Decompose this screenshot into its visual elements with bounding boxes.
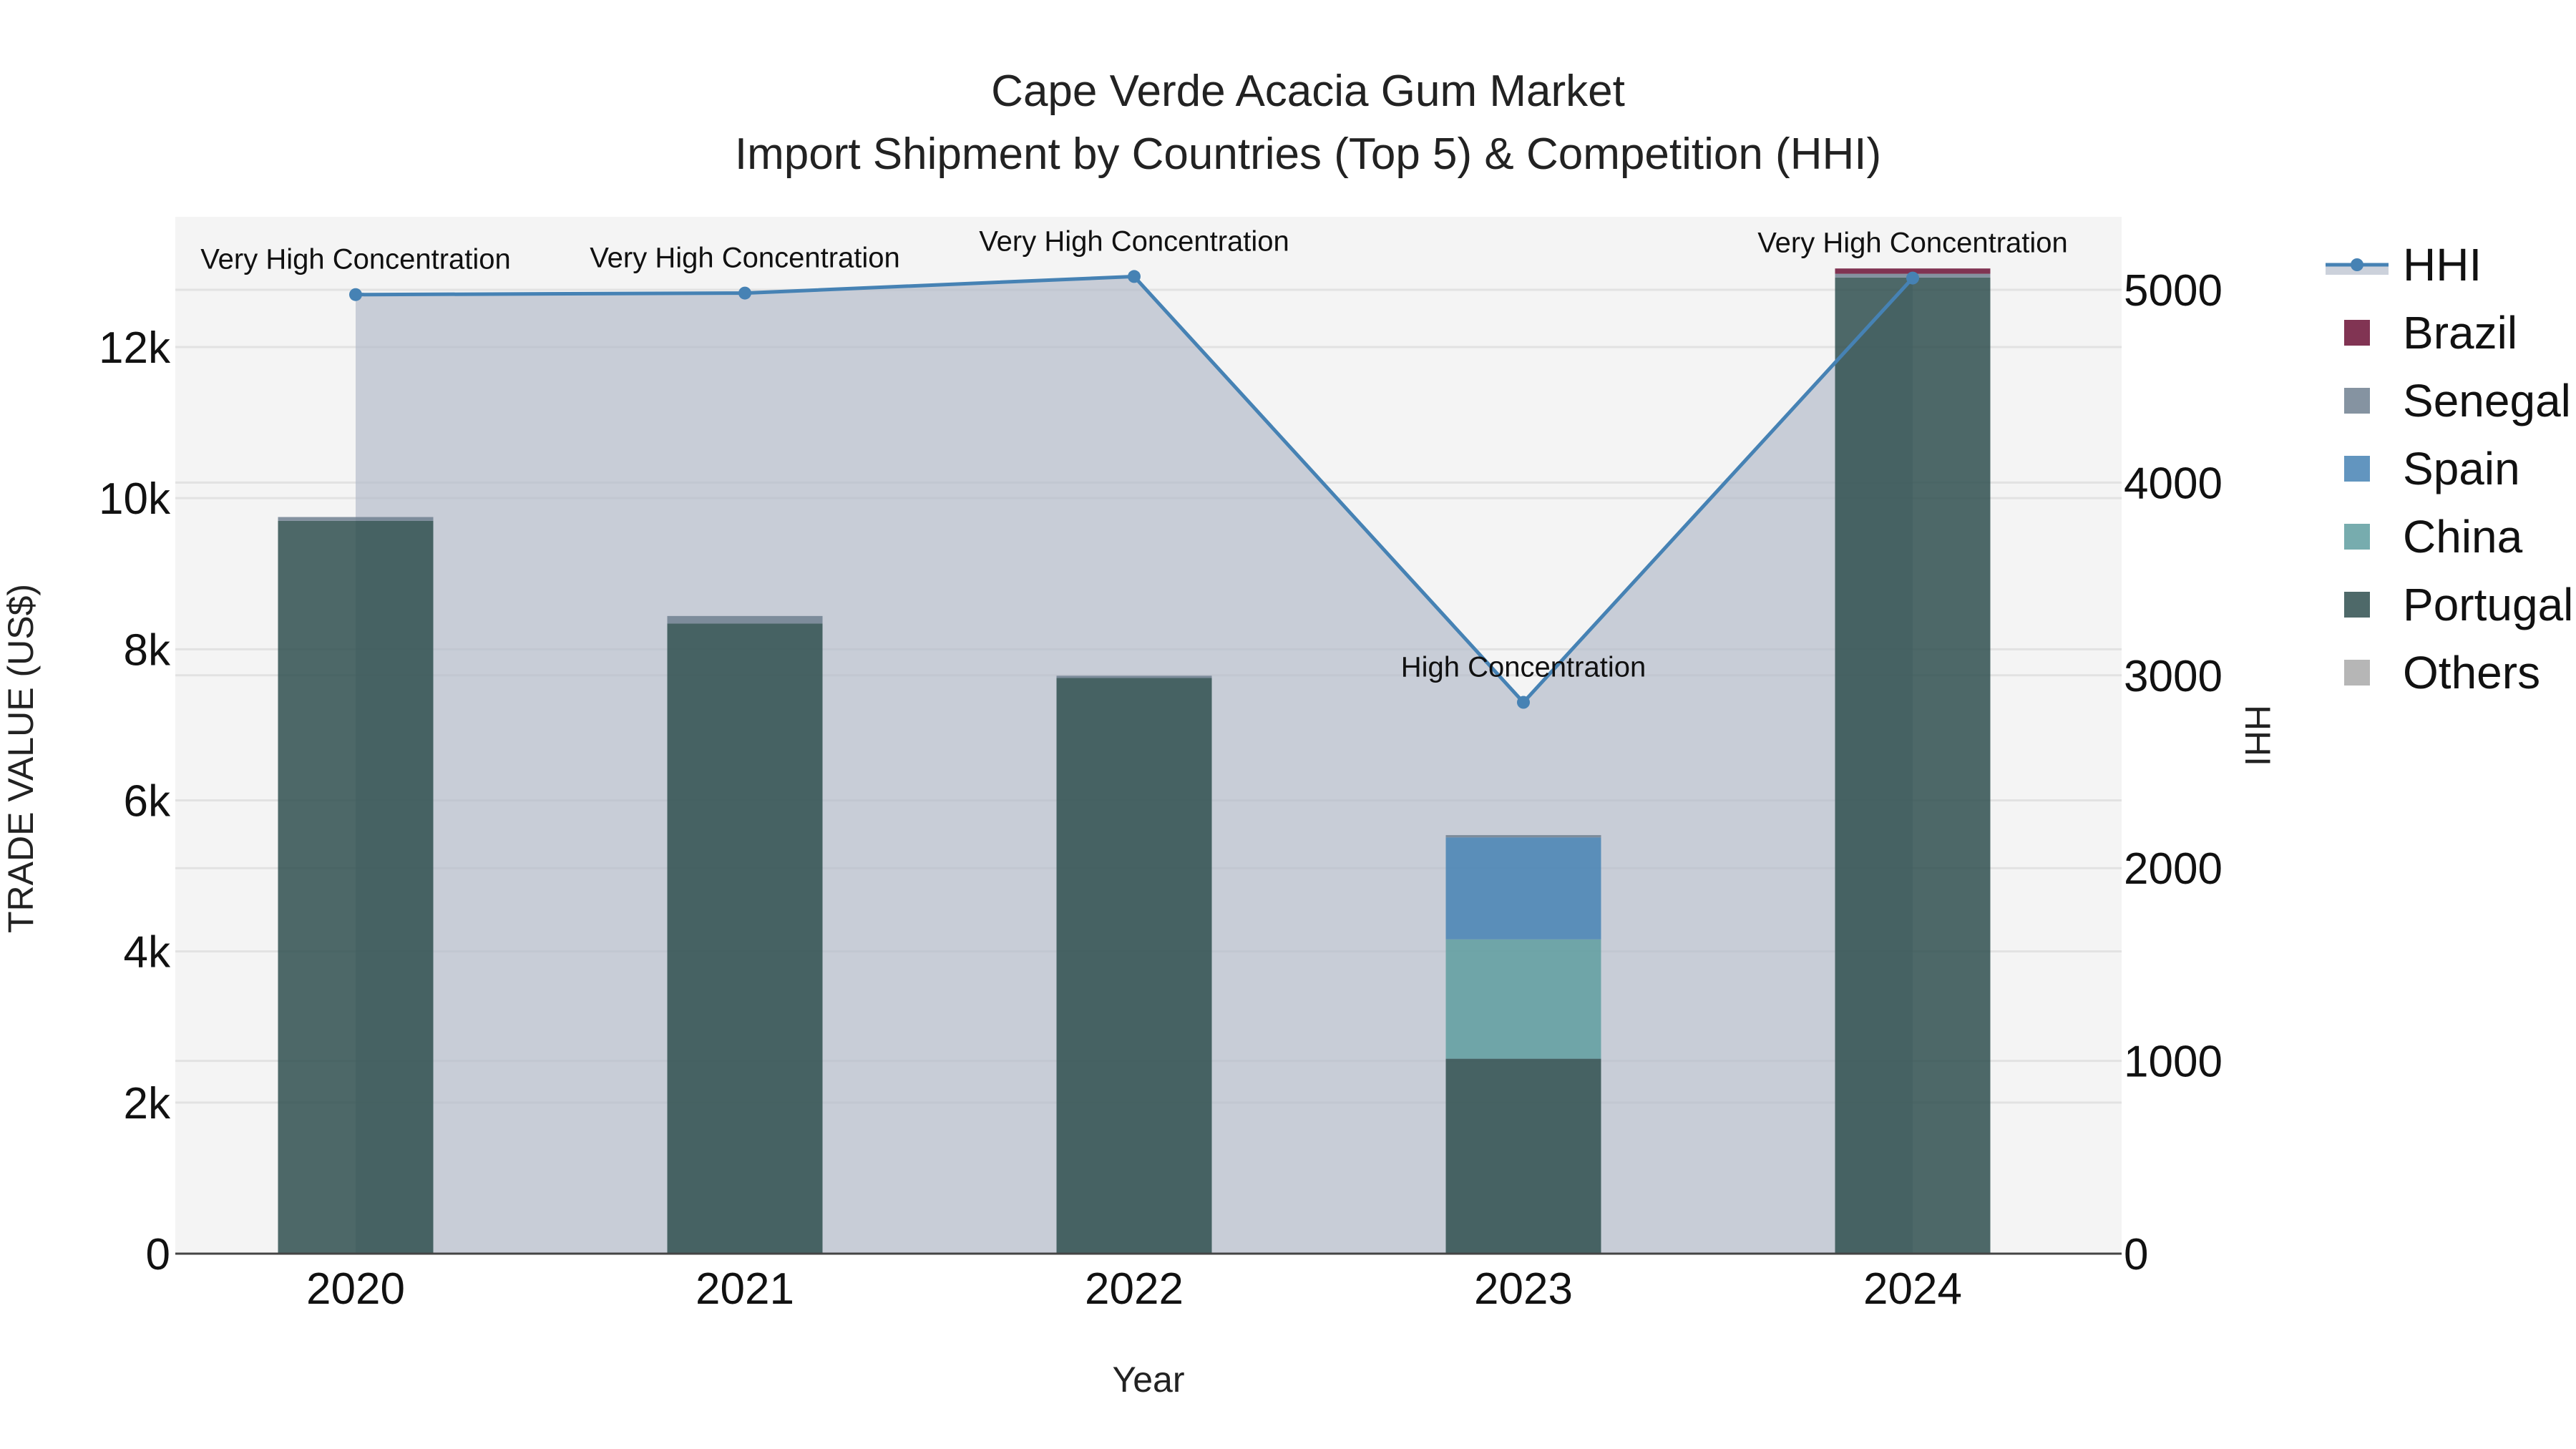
y2-tick-label: 4000 — [2124, 459, 2223, 508]
legend-item-china[interactable]: China — [2344, 511, 2523, 562]
hhi-annotation: Very High Concentration — [979, 225, 1289, 257]
legend-label: HHI — [2403, 239, 2482, 291]
legend-item-others[interactable]: Others — [2344, 647, 2540, 698]
bar-segment-spain[interactable] — [1445, 837, 1601, 940]
legend-swatch — [2344, 388, 2370, 414]
hhi-point-2021[interactable] — [738, 286, 751, 300]
bar-segment-portugal[interactable] — [1445, 1058, 1601, 1254]
hhi-annotation: High Concentration — [1401, 652, 1646, 683]
bar-segment-portugal[interactable] — [667, 623, 823, 1254]
legend: HHI Brazil Senegal Spain China Portugal Others — [2326, 239, 2573, 698]
legend-swatch — [2344, 456, 2370, 482]
y-axis-ticks: 0 2k 4k 6k 8k 10k 12k — [99, 323, 171, 1279]
bar-segment-senegal[interactable] — [278, 517, 434, 521]
bar-stack-2020 — [278, 517, 434, 1254]
x-tick-label: 2021 — [696, 1264, 794, 1314]
bar-segment-brazil[interactable] — [1835, 268, 1991, 274]
legend-item-portugal[interactable]: Portugal — [2344, 579, 2573, 630]
hhi-point-2020[interactable] — [349, 288, 362, 301]
x-axis-ticks: 2020 2021 2022 2023 2024 — [306, 1264, 1962, 1314]
legend-item-senegal[interactable]: Senegal — [2344, 375, 2571, 426]
y-tick-label: 12k — [99, 323, 171, 373]
bar-segment-senegal[interactable] — [1056, 675, 1212, 678]
legend-item-spain[interactable]: Spain — [2344, 443, 2520, 494]
y2-axis-ticks: 0 1000 2000 3000 4000 5000 — [2124, 266, 2223, 1279]
x-axis-title: Year — [1112, 1360, 1184, 1400]
hhi-annotation: Very High Concentration — [200, 244, 511, 275]
x-tick-label: 2023 — [1474, 1264, 1573, 1314]
legend-label: China — [2403, 511, 2523, 562]
legend-label: Others — [2403, 647, 2540, 698]
bar-segment-senegal[interactable] — [667, 615, 823, 624]
x-tick-label: 2024 — [1863, 1264, 1962, 1314]
bar-stack-2023 — [1445, 835, 1601, 1254]
bar-segment-portugal[interactable] — [278, 520, 434, 1254]
hhi-annotation: Very High Concentration — [590, 243, 900, 274]
legend-swatch — [2344, 320, 2370, 346]
bar-segment-china[interactable] — [1445, 939, 1601, 1059]
bar-segment-portugal[interactable] — [1835, 277, 1991, 1254]
y-tick-label: 8k — [124, 625, 171, 675]
legend-label: Senegal — [2403, 375, 2571, 426]
bar-segment-portugal[interactable] — [1056, 678, 1212, 1254]
y2-tick-label: 5000 — [2124, 266, 2223, 316]
y2-tick-label: 0 — [2124, 1230, 2148, 1279]
chart-subtitle: Import Shipment by Countries (Top 5) & C… — [735, 130, 1881, 179]
bar-segment-senegal[interactable] — [1445, 835, 1601, 838]
hhi-annotations: Very High Concentration Very High Concent… — [200, 225, 2068, 683]
chart-title: Cape Verde Acacia Gum Market — [991, 67, 1625, 116]
bar-stack-2024 — [1835, 268, 1991, 1254]
hhi-point-2023[interactable] — [1517, 696, 1530, 709]
y-axis-title: TRADE VALUE (US$) — [1, 584, 41, 933]
legend-item-hhi[interactable]: HHI — [2326, 239, 2482, 291]
y2-tick-label: 2000 — [2124, 844, 2223, 894]
legend-label: Portugal — [2403, 579, 2573, 630]
hhi-line — [349, 270, 1919, 709]
x-tick-label: 2020 — [306, 1264, 405, 1314]
y2-axis-title: HHI — [2238, 705, 2278, 766]
hhi-annotation: Very High Concentration — [1757, 228, 2068, 259]
bar-stack-2022 — [1056, 675, 1212, 1254]
y2-tick-label: 1000 — [2124, 1038, 2223, 1087]
bar-stack-2021 — [667, 615, 823, 1254]
y2-tick-label: 3000 — [2124, 652, 2223, 701]
legend-swatch — [2344, 660, 2370, 686]
legend-swatch — [2344, 524, 2370, 550]
legend-label: Brazil — [2403, 307, 2517, 358]
x-tick-label: 2022 — [1085, 1264, 1184, 1314]
y-tick-label: 2k — [124, 1079, 171, 1128]
legend-swatch — [2344, 592, 2370, 618]
legend-label: Spain — [2403, 443, 2520, 494]
stacked-bars — [278, 268, 1991, 1254]
y-tick-label: 10k — [99, 474, 171, 524]
hhi-point-2022[interactable] — [1128, 270, 1141, 283]
legend-item-brazil[interactable]: Brazil — [2344, 307, 2517, 358]
y-tick-label: 0 — [146, 1230, 170, 1279]
y-tick-label: 4k — [124, 928, 171, 977]
hhi-point-2024[interactable] — [1906, 271, 1919, 285]
y-tick-label: 6k — [124, 777, 171, 826]
